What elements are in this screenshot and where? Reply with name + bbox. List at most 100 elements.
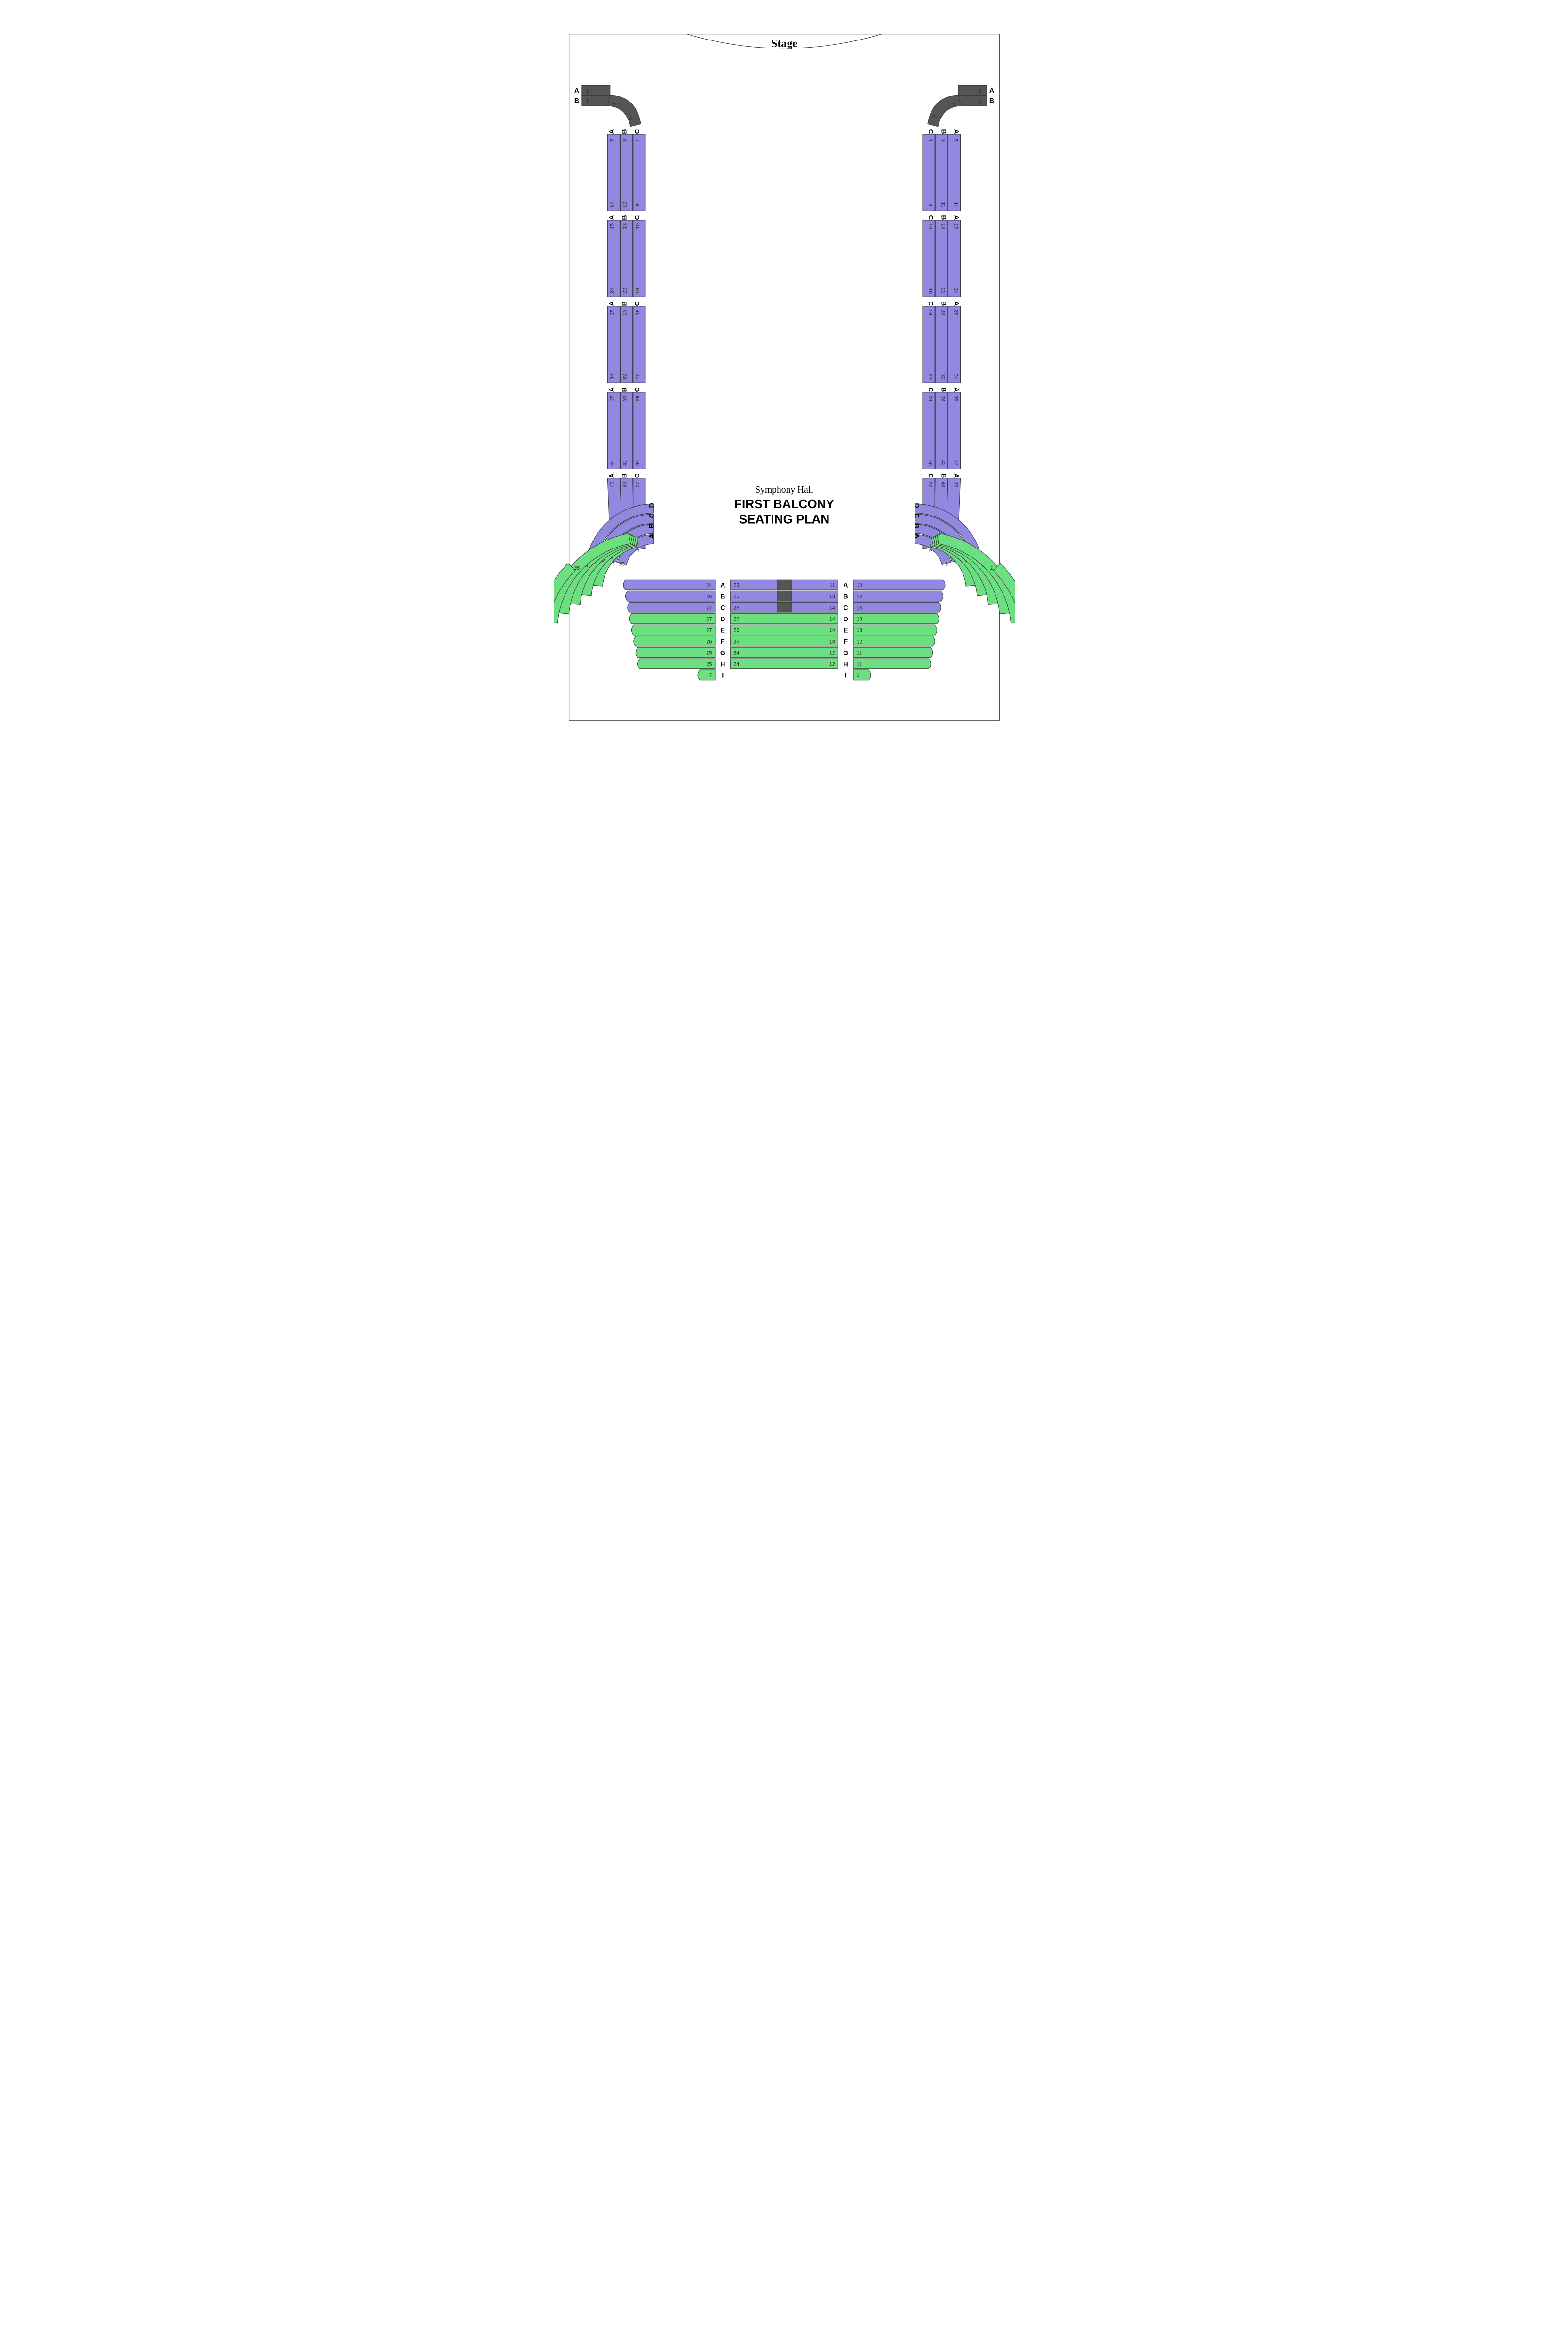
svg-text:A: A: [989, 87, 994, 94]
svg-text:18: 18: [927, 288, 933, 294]
svg-text:26: 26: [733, 616, 739, 622]
svg-text:45: 45: [609, 482, 615, 487]
svg-text:22: 22: [622, 288, 628, 294]
svg-text:12: 12: [940, 202, 946, 207]
svg-text:A: A: [607, 215, 615, 220]
svg-text:1: 1: [635, 139, 640, 142]
svg-text:E: E: [720, 626, 724, 634]
svg-text:A: A: [607, 473, 615, 478]
svg-text:42: 42: [940, 460, 946, 466]
svg-text:F: F: [721, 637, 725, 645]
top-box-left: A B 1 1 2 4: [574, 86, 640, 127]
svg-text:B: B: [647, 524, 655, 528]
svg-text:B: B: [913, 524, 921, 528]
title-line2: SEATING PLAN: [739, 512, 829, 526]
svg-text:25: 25: [733, 639, 739, 644]
svg-text:C: C: [633, 215, 640, 220]
svg-text:B: B: [620, 129, 628, 134]
svg-text:B: B: [620, 215, 628, 220]
svg-text:44: 44: [953, 460, 958, 466]
svg-text:C: C: [927, 129, 935, 134]
svg-text:D: D: [720, 615, 725, 623]
svg-text:19: 19: [635, 310, 640, 315]
svg-text:10: 10: [856, 583, 862, 588]
svg-text:25: 25: [706, 650, 712, 656]
svg-text:35: 35: [609, 396, 615, 401]
svg-text:B: B: [989, 97, 994, 104]
svg-text:13: 13: [856, 616, 862, 622]
svg-text:26: 26: [706, 594, 712, 600]
stage-label: Stage: [771, 38, 797, 50]
svg-text:1: 1: [927, 139, 933, 142]
svg-text:A: A: [953, 301, 960, 306]
svg-text:A: A: [953, 387, 960, 392]
svg-text:C: C: [927, 215, 935, 220]
svg-text:27: 27: [706, 616, 712, 622]
svg-text:24: 24: [609, 288, 615, 294]
svg-text:13: 13: [856, 628, 862, 633]
svg-text:I: I: [844, 671, 846, 679]
svg-text:23: 23: [622, 310, 628, 315]
title-line1: FIRST BALCONY: [734, 497, 834, 511]
svg-text:1: 1: [979, 88, 981, 94]
svg-text:A: A: [953, 129, 960, 134]
svg-text:A: A: [607, 129, 615, 134]
svg-text:A: A: [647, 534, 655, 539]
svg-text:2: 2: [952, 103, 955, 108]
svg-text:15: 15: [953, 223, 958, 229]
svg-text:27: 27: [706, 605, 712, 611]
top-box-right: A B 1 1 2 4: [927, 86, 994, 127]
booth: [777, 602, 791, 612]
svg-text:26: 26: [733, 605, 739, 611]
rear-left-block: A24B26C27D27E27F26G25H25I7: [623, 580, 725, 680]
svg-text:37: 37: [635, 482, 640, 487]
svg-text:C: C: [913, 513, 921, 518]
svg-text:3: 3: [622, 139, 628, 142]
svg-text:36: 36: [635, 460, 640, 466]
svg-text:22: 22: [940, 288, 946, 294]
svg-text:28: 28: [927, 396, 933, 401]
svg-text:13: 13: [622, 223, 628, 229]
svg-text:33: 33: [940, 396, 946, 401]
svg-text:A: A: [574, 87, 579, 94]
svg-text:24: 24: [733, 661, 739, 667]
svg-text:B: B: [843, 593, 848, 600]
svg-text:14: 14: [829, 605, 835, 611]
svg-text:5: 5: [609, 139, 615, 142]
svg-text:B: B: [574, 97, 579, 104]
svg-text:C: C: [927, 473, 935, 478]
svg-text:C: C: [633, 129, 640, 134]
svg-text:A: A: [953, 473, 960, 478]
rear-right-block: A10B12C13D13E13F12G11H11I6: [843, 580, 945, 680]
svg-text:19: 19: [927, 310, 933, 315]
svg-text:C: C: [720, 604, 725, 612]
svg-text:43: 43: [622, 482, 628, 487]
svg-text:7: 7: [709, 673, 712, 678]
svg-text:27: 27: [927, 374, 933, 380]
svg-text:C: C: [843, 604, 848, 612]
svg-text:B: B: [940, 301, 947, 306]
svg-text:12: 12: [856, 639, 862, 644]
svg-text:10: 10: [635, 223, 640, 229]
svg-text:B: B: [620, 387, 628, 392]
svg-text:9: 9: [635, 203, 640, 206]
svg-text:13: 13: [940, 223, 946, 229]
side-left: A514B312C19A1524B1322C1018A2534B2332C192…: [607, 129, 645, 555]
svg-text:35: 35: [953, 396, 958, 401]
svg-text:13: 13: [829, 594, 835, 600]
svg-text:34: 34: [609, 374, 615, 380]
svg-text:45: 45: [953, 482, 958, 487]
svg-text:B: B: [940, 387, 947, 392]
svg-text:26: 26: [706, 639, 712, 644]
svg-text:B: B: [620, 473, 628, 478]
svg-text:18: 18: [635, 288, 640, 294]
svg-text:32: 32: [940, 374, 946, 380]
svg-text:14: 14: [829, 628, 835, 633]
svg-text:12: 12: [622, 202, 628, 207]
svg-text:25: 25: [706, 661, 712, 667]
svg-text:C: C: [927, 387, 935, 392]
svg-text:E: E: [843, 626, 847, 634]
svg-text:A: A: [913, 534, 921, 539]
svg-text:43: 43: [940, 482, 946, 487]
svg-text:28: 28: [635, 396, 640, 401]
